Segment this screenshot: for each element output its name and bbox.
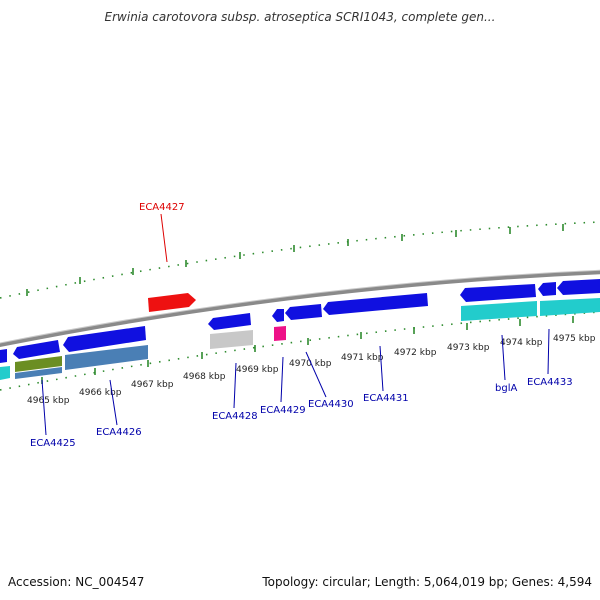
kbp-label: 4969 kbp xyxy=(236,365,279,375)
gene-subfeatures xyxy=(0,298,600,380)
feature-block[interactable] xyxy=(0,366,10,380)
gene-eca4426-arrow[interactable] xyxy=(63,326,146,352)
gene-label-eca4425[interactable]: ECA4425 xyxy=(30,438,76,449)
gene-label-eca4431[interactable]: ECA4431 xyxy=(363,393,409,404)
kbp-labels: 4965 kbp 4966 kbp 4967 kbp 4968 kbp 4969… xyxy=(27,334,596,406)
gene-eca4429-arrow[interactable] xyxy=(272,309,284,322)
gene-label-eca4427[interactable]: ECA4427 xyxy=(139,202,185,213)
gene-arrow[interactable] xyxy=(13,340,60,359)
kbp-label: 4973 kbp xyxy=(447,343,490,353)
inner-tick-ring xyxy=(0,311,600,391)
kbp-label: 4972 kbp xyxy=(394,348,437,358)
gene-labels: ECA4427 ECA4425 ECA4426 ECA4428 ECA4429 … xyxy=(30,202,573,449)
genome-backbone xyxy=(0,270,600,348)
outer-major-ticks xyxy=(26,224,564,296)
rna-feature[interactable] xyxy=(274,326,286,341)
gene-eca4427-arrow[interactable] xyxy=(148,293,196,312)
feature-block[interactable] xyxy=(15,356,62,372)
feature-block[interactable] xyxy=(210,330,253,349)
gene-label-eca4433[interactable]: ECA4433 xyxy=(527,377,573,388)
feature-block[interactable] xyxy=(65,345,148,370)
gene-label-eca4430[interactable]: ECA4430 xyxy=(308,399,354,410)
accession-text: Accession: NC_004547 xyxy=(8,575,145,589)
kbp-label: 4974 kbp xyxy=(500,338,543,348)
genome-summary: Topology: circular; Length: 5,064,019 bp… xyxy=(262,575,592,589)
forward-genes xyxy=(0,279,600,363)
map-title: Erwinia carotovora subsp. atroseptica SC… xyxy=(104,10,496,24)
outer-tick-ring xyxy=(0,221,600,299)
gene-eca4431-arrow[interactable] xyxy=(323,293,428,315)
kbp-label: 4970 kbp xyxy=(289,359,332,369)
inner-major-ticks xyxy=(41,316,574,384)
label-leaders xyxy=(41,213,550,436)
kbp-label: 4967 kbp xyxy=(131,380,174,390)
feature-block[interactable] xyxy=(540,298,600,316)
kbp-label: 4966 kbp xyxy=(79,388,122,398)
gene-eca4428-arrow[interactable] xyxy=(208,313,251,330)
gene-bgla-arrow[interactable] xyxy=(460,284,536,302)
feature-block[interactable] xyxy=(15,367,62,379)
gene-eca4433-arrow[interactable] xyxy=(538,282,556,296)
kbp-label: 4965 kbp xyxy=(27,396,70,406)
gene-label-bgla[interactable]: bglA xyxy=(495,383,517,394)
gene-arrow[interactable] xyxy=(0,349,7,363)
kbp-label: 4975 kbp xyxy=(553,334,596,344)
gene-label-eca4426[interactable]: ECA4426 xyxy=(96,427,142,438)
gene-label-eca4428[interactable]: ECA4428 xyxy=(212,411,258,422)
kbp-label: 4968 kbp xyxy=(183,372,226,382)
gene-eca4430-arrow[interactable] xyxy=(285,304,322,320)
feature-block[interactable] xyxy=(461,301,537,321)
gene-arrow[interactable] xyxy=(557,279,600,295)
kbp-label: 4971 kbp xyxy=(341,353,384,363)
gene-label-eca4429[interactable]: ECA4429 xyxy=(260,405,306,416)
